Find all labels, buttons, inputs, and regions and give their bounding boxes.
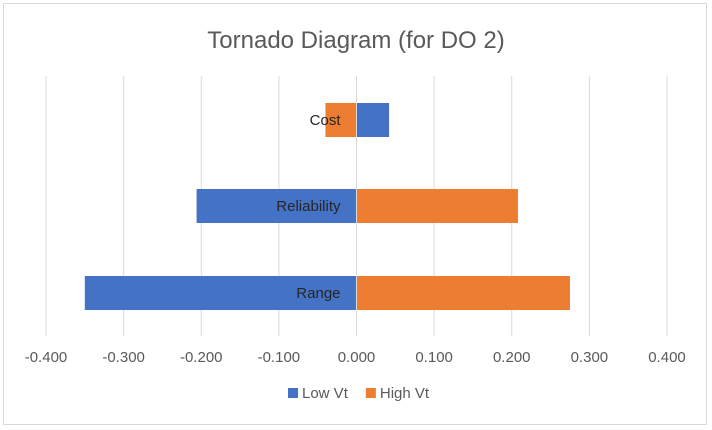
bars (84, 76, 570, 336)
category-label: Reliability (276, 198, 341, 215)
x-tick-label: -0.300 (102, 349, 145, 366)
legend-entry: Low Vt (302, 385, 349, 402)
bar-low-vt-reliability (196, 189, 357, 223)
category-labels: Cost Reliability Range (276, 112, 341, 302)
bar-high-vt-range (356, 276, 570, 310)
x-tick-label: 0.000 (338, 349, 376, 366)
x-tick-label: -0.400 (25, 349, 68, 366)
legend-swatch (365, 388, 376, 398)
x-tick-label: 0.300 (571, 349, 609, 366)
x-tick-label: 0.100 (415, 349, 453, 366)
category-label: Range (296, 285, 340, 302)
chart-title: Tornado Diagram (for DO 2) (207, 27, 504, 54)
category-label: Cost (310, 112, 342, 129)
x-tick-label: 0.400 (648, 349, 686, 366)
legend-swatch (288, 388, 298, 398)
x-tick-label: -0.200 (180, 349, 223, 366)
x-tick-label: -0.100 (258, 349, 301, 366)
x-tick-label: 0.200 (493, 349, 531, 366)
x-tick-labels: -0.400 -0.300 -0.200 -0.100 0.000 0.100 0.200 0… (25, 349, 686, 366)
legend-entry: High Vt (380, 385, 430, 402)
bar-low-vt-cost (356, 103, 390, 137)
bar-high-vt-reliability (356, 189, 518, 223)
bar-low-vt-range (84, 276, 357, 310)
bar-high-vt-cost (325, 103, 357, 137)
legend: Low Vt High Vt (288, 385, 430, 402)
